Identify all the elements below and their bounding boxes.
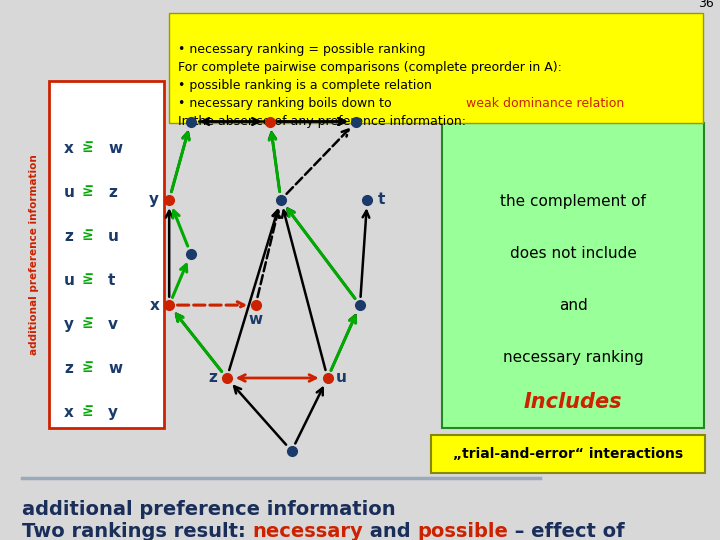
Text: x: x <box>64 141 74 156</box>
Text: necessary: necessary <box>253 522 364 540</box>
FancyBboxPatch shape <box>169 13 703 123</box>
Text: weak dominance relation: weak dominance relation <box>466 97 624 110</box>
Text: w: w <box>248 312 263 327</box>
Text: z: z <box>208 370 217 386</box>
Text: and: and <box>364 522 418 540</box>
Text: • possible ranking is a complete relation: • possible ranking is a complete relatio… <box>178 79 432 92</box>
Text: y: y <box>64 317 74 332</box>
Text: z: z <box>64 361 73 376</box>
Text: ≥̅: ≥̅ <box>82 405 94 419</box>
Text: ≥̅: ≥̅ <box>82 229 94 243</box>
Text: v: v <box>108 317 118 332</box>
Text: u: u <box>336 370 347 386</box>
Text: necessary ranking: necessary ranking <box>503 350 643 365</box>
Text: x: x <box>64 405 74 420</box>
Text: t: t <box>377 192 385 207</box>
FancyBboxPatch shape <box>49 81 164 428</box>
Text: Includes: Includes <box>523 392 622 412</box>
Text: and: and <box>559 298 588 313</box>
Text: u: u <box>108 229 119 244</box>
Text: „trial-and-error“ interactions: „trial-and-error“ interactions <box>453 447 683 461</box>
FancyBboxPatch shape <box>442 123 704 428</box>
Text: ≥̅: ≥̅ <box>82 361 94 375</box>
Text: 36: 36 <box>698 0 714 10</box>
Text: the complement of: the complement of <box>500 194 646 209</box>
Text: y: y <box>108 405 118 420</box>
Text: z: z <box>108 185 117 200</box>
Text: additional preference information: additional preference information <box>29 154 39 355</box>
FancyBboxPatch shape <box>431 435 705 473</box>
Text: additional preference information: additional preference information <box>22 500 395 519</box>
Text: ≥̅: ≥̅ <box>82 141 94 155</box>
Text: In the absence of any preference information:: In the absence of any preference informa… <box>178 115 466 128</box>
Text: For complete pairwise comparisons (complete preorder in A):: For complete pairwise comparisons (compl… <box>178 61 562 74</box>
Text: ≥̅: ≥̅ <box>82 317 94 331</box>
Text: Two rankings result:: Two rankings result: <box>22 522 253 540</box>
Text: t: t <box>108 273 115 288</box>
Text: – effect of: – effect of <box>508 522 625 540</box>
Text: z: z <box>64 229 73 244</box>
Text: • necessary ranking = possible ranking: • necessary ranking = possible ranking <box>178 43 426 56</box>
Text: w: w <box>108 141 122 156</box>
Text: • necessary ranking boils down to: • necessary ranking boils down to <box>178 97 395 110</box>
Text: ≥̅: ≥̅ <box>82 185 94 199</box>
Text: x: x <box>150 298 160 313</box>
Text: ≥̅: ≥̅ <box>82 273 94 287</box>
Text: possible: possible <box>418 522 508 540</box>
Text: w: w <box>108 361 122 376</box>
Text: does not include: does not include <box>510 246 636 261</box>
Text: y: y <box>149 192 159 207</box>
Text: u: u <box>64 185 75 200</box>
Text: u: u <box>64 273 75 288</box>
